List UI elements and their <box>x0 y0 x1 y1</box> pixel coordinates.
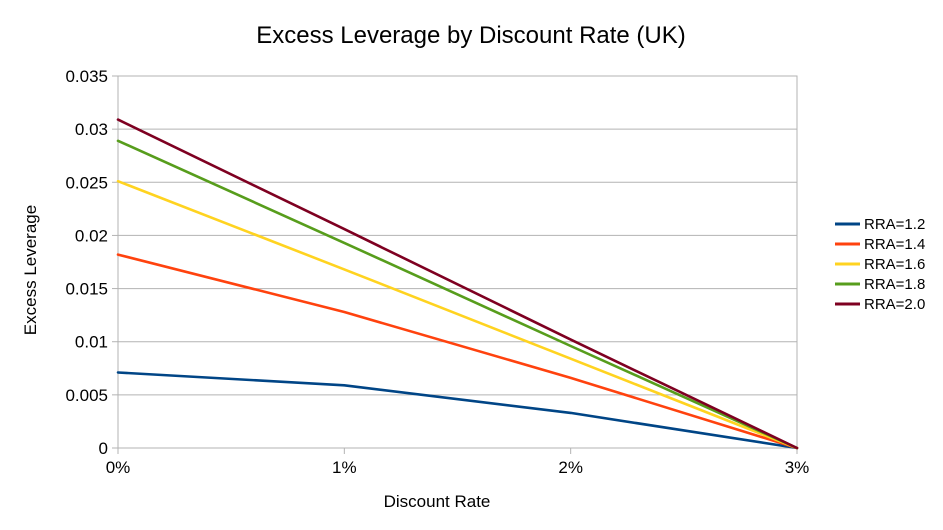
series-line-rra-1-6 <box>116 179 799 450</box>
y-tick-label: 0 <box>99 439 108 458</box>
series-line-rra-1-2 <box>116 371 799 450</box>
y-tick-label: 0.02 <box>75 226 108 245</box>
y-tick-label: 0.01 <box>75 333 108 352</box>
series-line-rra-1-8 <box>116 139 799 450</box>
y-axis-ticks: 0 0.005 0.01 0.015 0.02 0.025 0.03 0.035 <box>65 67 118 458</box>
legend-entry-label: RRA=1.6 <box>864 256 925 273</box>
plot-frame <box>117 75 798 449</box>
x-tick-label: 0% <box>106 458 131 477</box>
y-tick-label: 0.025 <box>65 173 108 192</box>
legend: RRA=1.2 RRA=1.4 RRA=1.6 RRA=1.8 RRA=2.0 <box>835 216 925 313</box>
y-axis-label: Excess Leverage <box>21 205 40 335</box>
gridlines <box>118 75 797 449</box>
series-lines <box>116 118 799 450</box>
legend-entry-label: RRA=1.4 <box>864 236 925 253</box>
y-tick-label: 0.03 <box>75 120 108 139</box>
legend-entry-label: RRA=1.2 <box>864 216 925 233</box>
y-tick-label: 0.035 <box>65 67 108 86</box>
series-line-rra-2-0 <box>116 118 799 450</box>
x-tick-label: 1% <box>332 458 357 477</box>
x-tick-label: 2% <box>558 458 583 477</box>
series-line-rra-1-4 <box>116 253 799 450</box>
chart-title: Excess Leverage by Discount Rate (UK) <box>256 22 686 49</box>
legend-entry-label: RRA=1.8 <box>864 276 925 293</box>
y-tick-label: 0.015 <box>65 280 108 299</box>
x-tick-label: 3% <box>785 458 810 477</box>
x-axis-label: Discount Rate <box>384 492 491 511</box>
legend-entry-label: RRA=2.0 <box>864 296 925 313</box>
y-tick-label: 0.005 <box>65 386 108 405</box>
x-axis-ticks: 0% 1% 2% 3% <box>106 448 810 477</box>
